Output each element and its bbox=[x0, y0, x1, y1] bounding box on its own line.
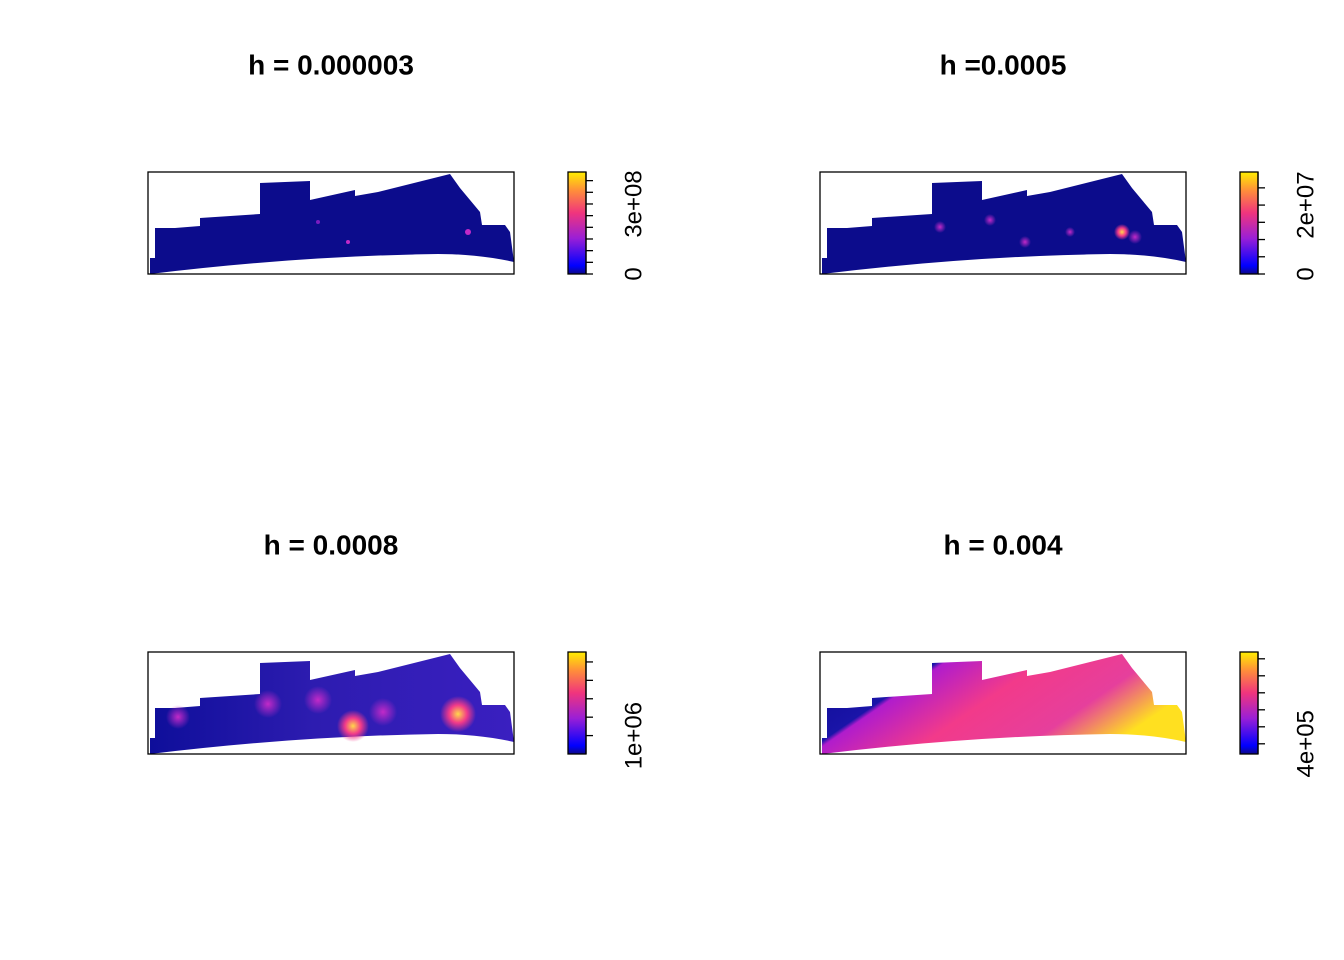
panel: h = 0.000003 0 3e+08 bbox=[147, 49, 647, 281]
panel-title: h = 0.000003 bbox=[248, 49, 414, 80]
raster-hotspot bbox=[1065, 227, 1075, 237]
raster-image bbox=[822, 654, 1186, 754]
plot-frame bbox=[819, 171, 1187, 275]
raster-hotspot bbox=[984, 214, 996, 226]
color-ribbon bbox=[567, 651, 587, 755]
panel: h = 0.0008 1e+06 bbox=[147, 529, 647, 769]
raster-hotspot bbox=[1019, 236, 1031, 248]
plot-frame bbox=[147, 651, 515, 755]
raster-hotspot bbox=[934, 221, 946, 233]
raster-image bbox=[150, 174, 514, 274]
tick-label: 2e+07 bbox=[1292, 171, 1319, 238]
raster-hotspot bbox=[369, 698, 397, 726]
raster-hotspot bbox=[254, 690, 282, 718]
raster-image bbox=[822, 174, 1186, 274]
color-ribbon bbox=[1239, 651, 1259, 755]
raster-hotspot bbox=[1128, 230, 1142, 244]
raster-hotspot bbox=[346, 240, 350, 244]
panel: h = 0.004 4e+05 bbox=[819, 529, 1319, 778]
tick-label: 1e+06 bbox=[620, 702, 647, 769]
color-ribbon bbox=[1239, 171, 1259, 275]
raster-hotspot bbox=[465, 229, 471, 235]
raster-hotspot bbox=[304, 686, 332, 714]
panel-title: h = 0.004 bbox=[943, 529, 1063, 560]
tick-label: 0 bbox=[1292, 267, 1319, 280]
tick-label: 3e+08 bbox=[620, 170, 647, 237]
tick-label: 4e+05 bbox=[1292, 710, 1319, 777]
tick-label: 0 bbox=[620, 267, 647, 280]
panel-title: h =0.0005 bbox=[940, 49, 1067, 80]
color-ribbon bbox=[567, 171, 587, 275]
raster-image bbox=[150, 654, 514, 754]
raster-hotspot bbox=[440, 696, 476, 732]
panel-title: h = 0.0008 bbox=[264, 529, 399, 560]
plot-frame bbox=[819, 651, 1187, 755]
raster-hotspot bbox=[316, 220, 320, 224]
plot-frame bbox=[147, 171, 515, 275]
panel: h =0.0005 0 2e+07 bbox=[819, 49, 1319, 281]
raster-hotspot bbox=[166, 705, 190, 729]
raster-hotspot bbox=[1114, 224, 1130, 240]
raster-hotspot bbox=[337, 710, 369, 742]
